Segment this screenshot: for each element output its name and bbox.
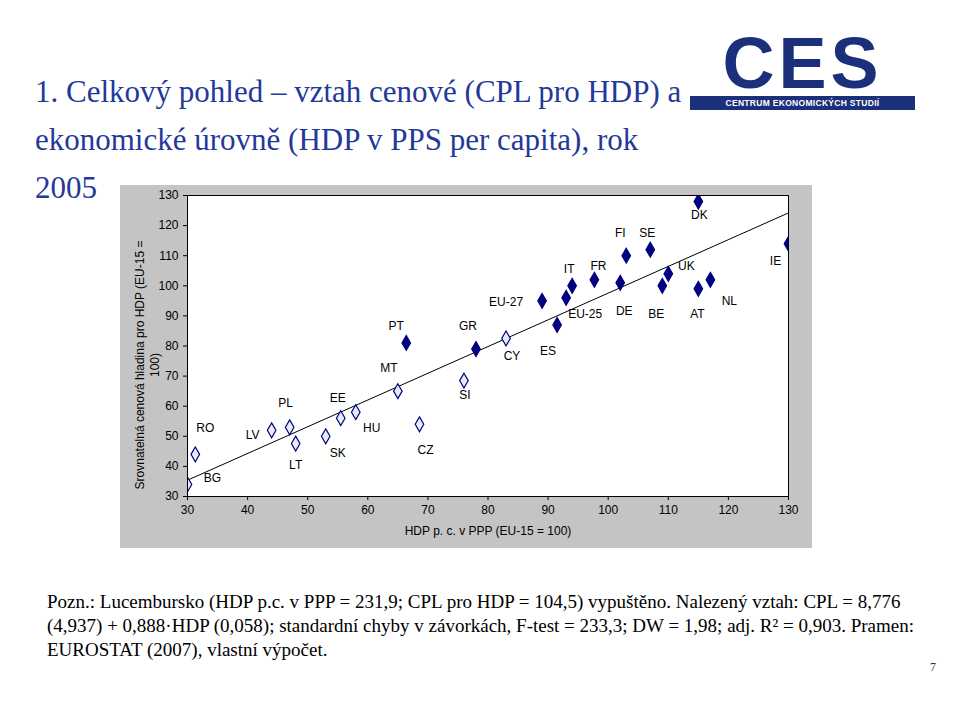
svg-text:40: 40 bbox=[165, 459, 179, 473]
svg-text:100: 100 bbox=[158, 279, 178, 293]
svg-text:MT: MT bbox=[380, 361, 398, 375]
svg-text:120: 120 bbox=[718, 503, 738, 517]
svg-text:130: 130 bbox=[158, 188, 178, 202]
svg-text:CY: CY bbox=[504, 349, 521, 363]
svg-text:60: 60 bbox=[165, 399, 179, 413]
svg-text:PT: PT bbox=[389, 319, 405, 333]
svg-text:BG: BG bbox=[204, 471, 221, 485]
svg-text:EE: EE bbox=[330, 391, 346, 405]
svg-text:DK: DK bbox=[691, 208, 708, 222]
svg-text:130: 130 bbox=[778, 503, 798, 517]
svg-text:UK: UK bbox=[678, 259, 695, 273]
svg-text:HU: HU bbox=[363, 421, 380, 435]
svg-text:BE: BE bbox=[648, 307, 664, 321]
svg-text:EU-27: EU-27 bbox=[489, 295, 523, 309]
svg-text:110: 110 bbox=[659, 503, 678, 517]
svg-text:70: 70 bbox=[421, 503, 435, 517]
svg-text:90: 90 bbox=[541, 503, 555, 517]
svg-text:SI: SI bbox=[459, 388, 470, 402]
svg-text:90: 90 bbox=[165, 309, 179, 323]
svg-text:DE: DE bbox=[616, 304, 633, 318]
svg-text:GR: GR bbox=[459, 319, 477, 333]
svg-text:FI: FI bbox=[615, 226, 626, 240]
svg-text:SK: SK bbox=[330, 446, 346, 460]
svg-text:LV: LV bbox=[246, 428, 260, 442]
svg-text:NL: NL bbox=[722, 294, 738, 308]
svg-text:30: 30 bbox=[165, 489, 179, 503]
svg-text:50: 50 bbox=[165, 429, 179, 443]
svg-text:PL: PL bbox=[278, 396, 293, 410]
svg-text:80: 80 bbox=[165, 339, 179, 353]
svg-text:AT: AT bbox=[690, 307, 705, 321]
svg-text:30: 30 bbox=[181, 503, 195, 517]
svg-text:CZ: CZ bbox=[417, 443, 433, 457]
svg-text:EU-25: EU-25 bbox=[568, 307, 602, 321]
svg-text:70: 70 bbox=[165, 369, 179, 383]
svg-text:40: 40 bbox=[241, 503, 255, 517]
svg-text:IT: IT bbox=[564, 262, 575, 276]
svg-text:SE: SE bbox=[639, 226, 655, 240]
svg-text:ES: ES bbox=[540, 344, 556, 358]
svg-text:50: 50 bbox=[301, 503, 315, 517]
svg-text:HDP p. c. v PPP (EU-15 = 100): HDP p. c. v PPP (EU-15 = 100) bbox=[405, 524, 572, 538]
svg-text:LT: LT bbox=[289, 458, 303, 472]
svg-text:60: 60 bbox=[361, 503, 375, 517]
svg-text:110: 110 bbox=[159, 249, 178, 263]
svg-text:IE: IE bbox=[770, 254, 781, 268]
svg-text:RO: RO bbox=[196, 421, 214, 435]
svg-text:FR: FR bbox=[590, 259, 606, 273]
svg-text:80: 80 bbox=[481, 503, 495, 517]
svg-text:120: 120 bbox=[158, 218, 178, 232]
svg-text:100: 100 bbox=[598, 503, 618, 517]
